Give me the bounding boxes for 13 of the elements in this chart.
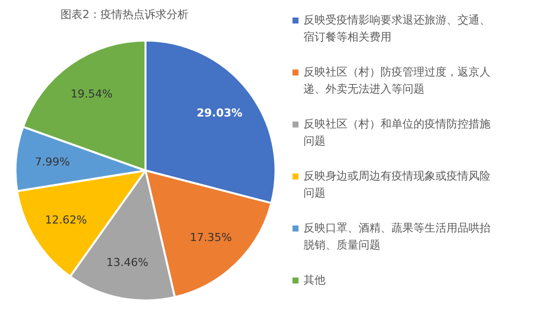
legend-label: 反映社区（村）和单位的疫情防控措施问题 — [304, 118, 490, 148]
data-label: 17.35% — [190, 231, 232, 244]
legend-label: 其他 — [304, 274, 326, 286]
legend-label: 反映受疫情影响要求退还旅游、交通、宿订餐等相关费用 — [304, 14, 490, 44]
data-label: 19.54% — [70, 87, 113, 100]
chart-title: 图表2：疫情热点诉求分析 — [60, 8, 188, 21]
legend-label: 反映社区（村）防疫管理过度，返京人递、外卖无法进入等问题 — [304, 66, 490, 96]
data-label: 13.46% — [106, 256, 148, 269]
legend-label: 反映口罩、酒精、蔬果等生活用品哄抬脱销、质量问题 — [304, 222, 490, 252]
data-label: 7.99% — [34, 155, 70, 168]
data-label: 12.62% — [45, 213, 87, 226]
data-label: 29.03% — [196, 106, 242, 120]
legend-label: 反映身边或周边有疫情现象或疫情风险问题 — [304, 170, 490, 200]
